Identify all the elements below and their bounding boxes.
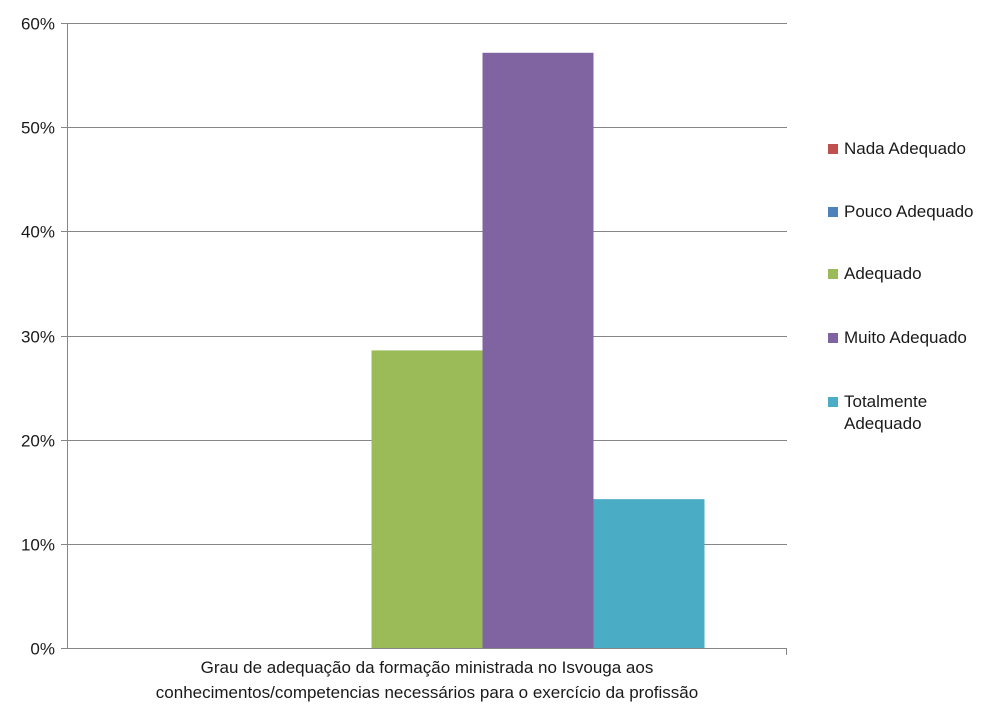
legend-swatch: [828, 144, 838, 154]
axes: [61, 23, 787, 655]
tick-labels: 0% 10% 20% 30% 40% 50% 60% Grau de adequação da…: [21, 15, 698, 703]
y-tick-label: 0%: [30, 640, 55, 659]
legend-item-totalmente-adequado: Totalmente Adequado: [828, 391, 992, 435]
legend-swatch: [828, 333, 838, 343]
x-category-label-line: conhecimentos/competencias necessários p…: [156, 683, 698, 702]
y-tick-label: 60%: [21, 15, 55, 34]
legend-label: Pouco Adequado: [844, 202, 974, 221]
legend-label: Totalmente Adequado: [844, 392, 928, 433]
legend-label: Muito Adequado: [844, 328, 967, 347]
bars: [371, 52, 705, 648]
legend-item-pouco-adequado: Pouco Adequado: [828, 201, 992, 223]
y-tick-label: 40%: [21, 223, 55, 242]
y-tick-label: 10%: [21, 536, 55, 555]
bar-totalmente-adequado: [593, 499, 705, 648]
y-tick-label: 20%: [21, 432, 55, 451]
y-tick-label: 50%: [21, 119, 55, 138]
bar-adequado: [371, 350, 483, 648]
bar-muito-adequado: [482, 52, 594, 648]
x-category-label-line: Grau de adequação da formação ministrada…: [201, 658, 654, 677]
legend-swatch: [828, 269, 838, 279]
legend-label: Nada Adequado: [844, 139, 966, 158]
legend-item-adequado: Adequado: [828, 263, 992, 285]
legend-item-muito-adequado: Muito Adequado: [828, 327, 992, 349]
legend-swatch: [828, 397, 838, 407]
legend-label: Adequado: [844, 264, 922, 283]
legend-swatch: [828, 207, 838, 217]
legend-item-nada-adequado: Nada Adequado: [828, 138, 992, 160]
y-tick-label: 30%: [21, 328, 55, 347]
